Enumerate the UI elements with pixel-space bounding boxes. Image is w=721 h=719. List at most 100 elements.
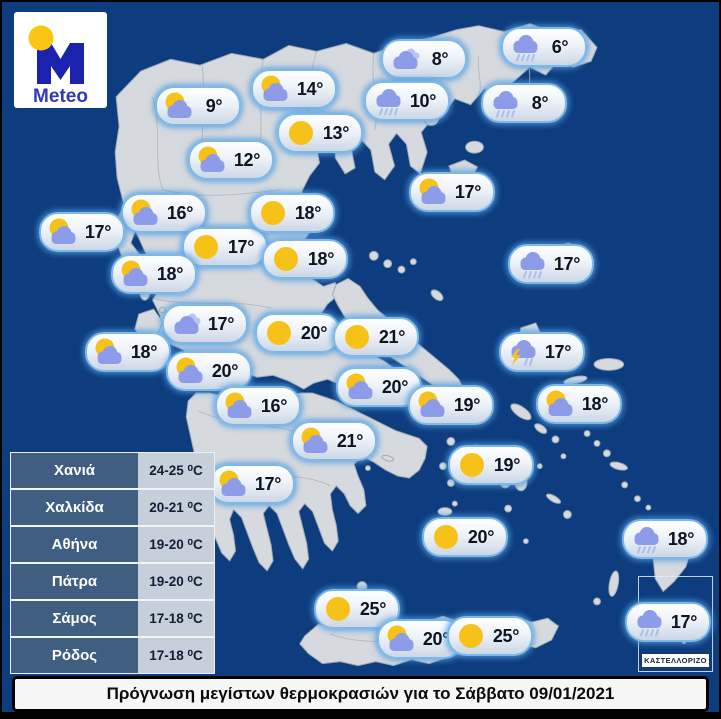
weather-pill: 8°: [381, 39, 467, 79]
weather-pill: 17°: [162, 304, 248, 344]
temperature-label: 16°: [166, 202, 194, 223]
weather-pill: 14°: [251, 69, 337, 109]
weather-pill: 20°: [422, 517, 508, 557]
partly-cloudy-icon: [258, 74, 292, 104]
temperature-label: 17°: [254, 473, 282, 494]
sunny-icon: [429, 522, 463, 552]
partly-cloudy-icon: [195, 145, 229, 175]
storm-icon: [506, 337, 540, 367]
weather-pill: 10°: [364, 81, 450, 121]
weather-pill: 12°: [188, 140, 274, 180]
weather-pill: 16°: [121, 193, 207, 233]
temperature-label: 17°: [553, 253, 581, 274]
partly-cloudy-icon: [543, 389, 577, 419]
weather-pill: 16°: [215, 386, 301, 426]
partly-cloudy-icon: [298, 426, 332, 456]
temperature-label: 17°: [670, 611, 698, 632]
temperature-label: 20°: [467, 526, 495, 547]
temperature-label: 10°: [409, 90, 437, 111]
partly-cloudy-icon: [384, 624, 418, 654]
partly-cloudy-icon: [46, 217, 80, 247]
meteo-logo: Meteo: [14, 12, 107, 108]
temperature-label: 25°: [492, 625, 520, 646]
temperature-label: 18°: [581, 393, 609, 414]
weather-pill: 18°: [249, 193, 335, 233]
weather-pill: 9°: [155, 86, 241, 126]
temperature-label: 20°: [381, 376, 409, 397]
weather-pill: 25°: [447, 616, 533, 656]
temperature-label: 19°: [493, 454, 521, 475]
temp-range-cell: 19-20 ⁰C: [138, 527, 214, 562]
temperature-label: 20°: [422, 628, 450, 649]
logo-m-glyph: [37, 43, 84, 84]
caption-text: Πρόγνωση μεγίστων θερμοκρασιών για το Σά…: [106, 684, 615, 703]
temperature-label: 17°: [84, 221, 112, 242]
temperature-label: 9°: [205, 95, 223, 116]
temperature-label: 16°: [260, 395, 288, 416]
sporades-islands: [368, 250, 417, 274]
temp-range-cell: 17-18 ⁰C: [138, 601, 214, 636]
samothraki-island: [465, 140, 484, 154]
kastellorizo-label: ΚΑΣΤΕΛΛΟΡΙΖΟ: [641, 653, 710, 668]
rain-icon: [515, 249, 549, 279]
temperature-label: 17°: [454, 181, 482, 202]
weather-pill: 20°: [336, 367, 422, 407]
table-row: Ρόδος 17-18 ⁰C: [11, 638, 214, 673]
partly-cloudy-icon: [162, 91, 196, 121]
rain-icon: [629, 524, 663, 554]
weather-pill: 6°: [501, 27, 587, 67]
weather-pill: 13°: [277, 113, 363, 153]
city-temps-table: Χανιά 24-25 ⁰C Χαλκίδα 20-21 ⁰C Αθήνα 19-20 ⁰…: [10, 452, 215, 674]
weather-pill: 19°: [448, 445, 534, 485]
table-row: Πάτρα 19-20 ⁰C: [11, 564, 214, 601]
weather-pill: 18°: [111, 254, 197, 294]
temperature-label: 21°: [336, 430, 364, 451]
partly-cloudy-icon: [173, 356, 207, 386]
temp-range-cell: 24-25 ⁰C: [138, 453, 214, 488]
weather-pill: 21°: [333, 317, 419, 357]
temperature-label: 20°: [211, 360, 239, 381]
partly-cloudy-icon: [128, 198, 162, 228]
table-row: Αθήνα 19-20 ⁰C: [11, 527, 214, 564]
temperature-label: 18°: [156, 263, 184, 284]
temp-range-cell: 19-20 ⁰C: [138, 564, 214, 599]
partly-cloudy-icon: [216, 469, 250, 499]
temperature-label: 8°: [531, 92, 549, 113]
city-cell: Σάμος: [11, 601, 138, 636]
rain-icon: [371, 86, 405, 116]
table-row: Χανιά 24-25 ⁰C: [11, 453, 214, 490]
city-cell: Χανιά: [11, 453, 138, 488]
weather-pill: 18°: [262, 239, 348, 279]
table-row: Σάμος 17-18 ⁰C: [11, 601, 214, 638]
temperature-label: 18°: [667, 528, 695, 549]
logo-sun-dot: [28, 25, 54, 51]
temperature-label: 13°: [322, 122, 350, 143]
temperature-label: 18°: [307, 248, 335, 269]
sunny-icon: [340, 322, 374, 352]
weather-pill: 8°: [481, 83, 567, 123]
samos-island: [593, 357, 625, 371]
weather-pill: 17°: [39, 212, 125, 252]
rain-icon: [488, 88, 522, 118]
temperature-label: 19°: [453, 394, 481, 415]
sunny-icon: [455, 450, 489, 480]
temperature-label: 18°: [130, 341, 158, 362]
city-cell: Αθήνα: [11, 527, 138, 562]
temperature-label: 8°: [431, 48, 449, 69]
temperature-label: 21°: [378, 326, 406, 347]
weather-pill: 20°: [255, 313, 341, 353]
weather-pill: 18°: [85, 332, 171, 372]
temperature-label: 20°: [300, 322, 328, 343]
temperature-label: 12°: [233, 149, 261, 170]
kastellorizo-inset-box: ΚΑΣΤΕΛΛΟΡΙΖΟ: [638, 576, 713, 672]
weather-pill: 17°: [499, 332, 585, 372]
temperature-label: 25°: [359, 598, 387, 619]
city-cell: Χαλκίδα: [11, 490, 138, 525]
temperature-label: 18°: [294, 202, 322, 223]
cloudy-icon: [388, 44, 422, 74]
weather-pill: 17°: [508, 244, 594, 284]
temperature-label: 14°: [296, 78, 324, 99]
weather-pill: 21°: [291, 421, 377, 461]
